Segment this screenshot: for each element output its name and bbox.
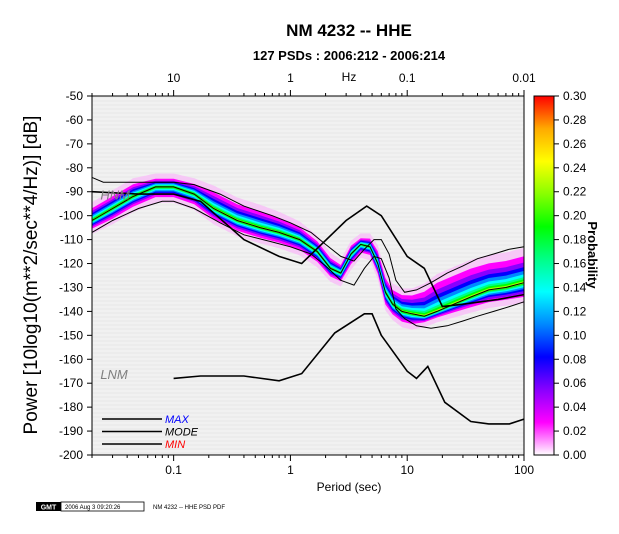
series-lines xyxy=(91,176,525,425)
annotation-lnm: LNM xyxy=(100,367,128,382)
y-tick-label: -100 xyxy=(59,209,83,223)
colorbar-tick-label: 0.26 xyxy=(563,137,587,151)
colorbar-tick-label: 0.04 xyxy=(563,400,587,414)
colorbar-ticks: 0.00 0.02 0.04 0.06 0.08 0.10 0.12 0.14 0.16 0.18… xyxy=(554,89,587,462)
colorbar-tick-label: 0.18 xyxy=(563,233,587,247)
y-tick-label: -50 xyxy=(66,89,84,103)
footer-caption: NM 4232 -- HHE PSD PDF xyxy=(153,505,225,511)
chart-subtitle: 127 PSDs : 2006:212 - 2006:214 xyxy=(253,48,446,63)
y-tick-label: -110 xyxy=(60,233,83,247)
colorbar-label: Probability xyxy=(585,221,600,289)
x-tick-label: 10 xyxy=(401,463,415,477)
pdf-band-layer xyxy=(92,182,524,320)
colorbar-tick-label: 0.06 xyxy=(563,376,587,390)
y-tick-label: -80 xyxy=(66,161,84,175)
plot-hatch-texture xyxy=(92,98,524,452)
top-tick-label: 0.1 xyxy=(399,71,416,85)
timestamp-box xyxy=(60,501,145,512)
colorbar-tick-label: 0.20 xyxy=(563,209,587,223)
x-tick-label: 1 xyxy=(287,463,294,477)
top-tick-label: 1 xyxy=(287,71,294,85)
legend-entry-mode: MODE xyxy=(165,427,199,439)
plot-frame xyxy=(91,95,525,456)
legend-entry-min: MIN xyxy=(165,439,185,451)
colorbar-tick-label: 0.00 xyxy=(563,448,587,462)
colorbar-tick-label: 0.12 xyxy=(563,304,587,318)
y-tick-label: -160 xyxy=(59,352,83,366)
colorbar-tick-label: 0.14 xyxy=(563,280,587,294)
y-tick-label: -150 xyxy=(59,328,83,342)
top-tick-label: 10 xyxy=(167,71,181,85)
y-tick-label: -70 xyxy=(66,137,84,151)
y-tick-label: -120 xyxy=(59,257,83,271)
series-line-min xyxy=(91,200,525,329)
y-axis-ticks: -50 -60 -70 -80 -90 -100 -110 -120 -130 -140 -150 -… xyxy=(59,89,92,462)
colorbar-tick-label: 0.22 xyxy=(563,185,587,199)
colorbar-tick-label: 0.16 xyxy=(563,257,587,271)
y-tick-label: -130 xyxy=(59,280,83,294)
series-line-mode xyxy=(91,186,525,317)
annotation-hnm: HNM xyxy=(100,188,130,203)
gmt-logo: GMT xyxy=(41,505,57,512)
x-tick-label: 100 xyxy=(514,463,534,477)
colorbar-tick-label: 0.24 xyxy=(563,161,587,175)
legend-entry-max: MAX xyxy=(165,414,190,426)
colorbar-tick-label: 0.28 xyxy=(563,113,587,127)
colorbar-tick-label: 0.02 xyxy=(563,424,587,438)
y-tick-label: -180 xyxy=(59,400,83,414)
y-tick-label: -90 xyxy=(66,185,84,199)
y-axis-label: Power [10log10(m**2/sec**4/Hz)] [dB] xyxy=(21,116,42,435)
series-line-max xyxy=(91,176,525,293)
colorbar: 0.00 0.02 0.04 0.06 0.08 0.10 0.12 0.14 0.16 0.18… xyxy=(533,89,600,462)
y-tick-label: -60 xyxy=(66,113,84,127)
y-tick-label: -200 xyxy=(59,448,83,462)
top-axis-label: Hz xyxy=(342,70,357,84)
plot-area xyxy=(91,95,525,456)
probability-density-band xyxy=(92,173,524,330)
series-line-nhnm xyxy=(91,190,525,308)
chart-title: NM 4232 -- HHE xyxy=(286,21,412,40)
y-tick-label: -170 xyxy=(59,376,83,390)
y-tick-label: -190 xyxy=(59,424,83,438)
x-axis-label: Period (sec) xyxy=(317,480,382,494)
y-tick-label: -140 xyxy=(59,304,83,318)
colorbar-gradient xyxy=(533,95,555,456)
timestamp: 2006 Aug 3 09:20:26 xyxy=(65,505,121,511)
model-annotations: HNM LNM xyxy=(100,188,130,382)
x-axis-ticks: 0.1 1 10 100 xyxy=(91,90,534,477)
series-line-nlnm xyxy=(173,313,525,425)
colorbar-tick-label: 0.30 xyxy=(563,89,587,103)
colorbar-tick-label: 0.10 xyxy=(563,328,587,342)
colorbar-tick-label: 0.08 xyxy=(563,352,587,366)
gmt-logo-box xyxy=(36,502,61,511)
top-tick-label: 0.01 xyxy=(512,71,536,85)
footer: GMT 2006 Aug 3 09:20:26 NM 4232 -- HHE P… xyxy=(36,501,225,512)
top-axis-ticks: 10 1 0.1 0.01 xyxy=(167,71,536,85)
x-tick-label: 0.1 xyxy=(165,463,182,477)
